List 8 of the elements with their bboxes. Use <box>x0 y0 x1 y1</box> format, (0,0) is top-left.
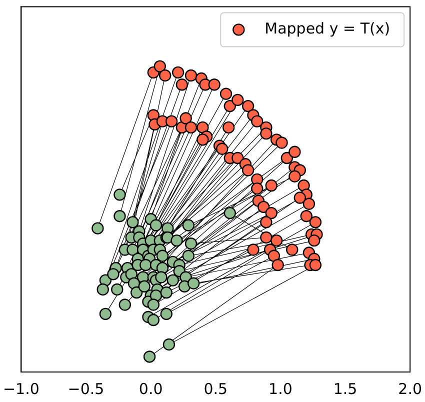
x-tick-label: 1.5 <box>333 380 358 398</box>
x-tick-label: 0.5 <box>204 380 228 398</box>
legend-label: Mapped y = T(x) <box>264 20 390 38</box>
x-tick-label: −0.5 <box>68 380 104 398</box>
x-tick-label: 2.0 <box>398 380 422 398</box>
x-tick-label: 1.0 <box>268 380 292 398</box>
x-tick-label: 0.0 <box>138 380 163 398</box>
x-tick-label: −1.0 <box>2 380 40 398</box>
